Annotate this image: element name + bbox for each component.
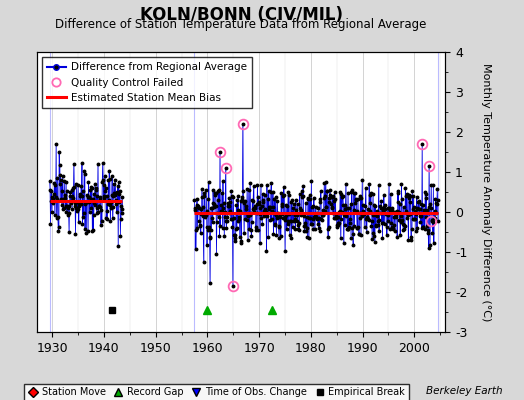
Legend: Station Move, Record Gap, Time of Obs. Change, Empirical Break: Station Move, Record Gap, Time of Obs. C… [24, 384, 409, 400]
Text: Difference of Station Temperature Data from Regional Average: Difference of Station Temperature Data f… [56, 18, 427, 31]
Y-axis label: Monthly Temperature Anomaly Difference (°C): Monthly Temperature Anomaly Difference (… [482, 63, 492, 321]
Text: KOLN/BONN (CIV/MIL): KOLN/BONN (CIV/MIL) [139, 6, 343, 24]
Text: Berkeley Earth: Berkeley Earth [427, 386, 503, 396]
